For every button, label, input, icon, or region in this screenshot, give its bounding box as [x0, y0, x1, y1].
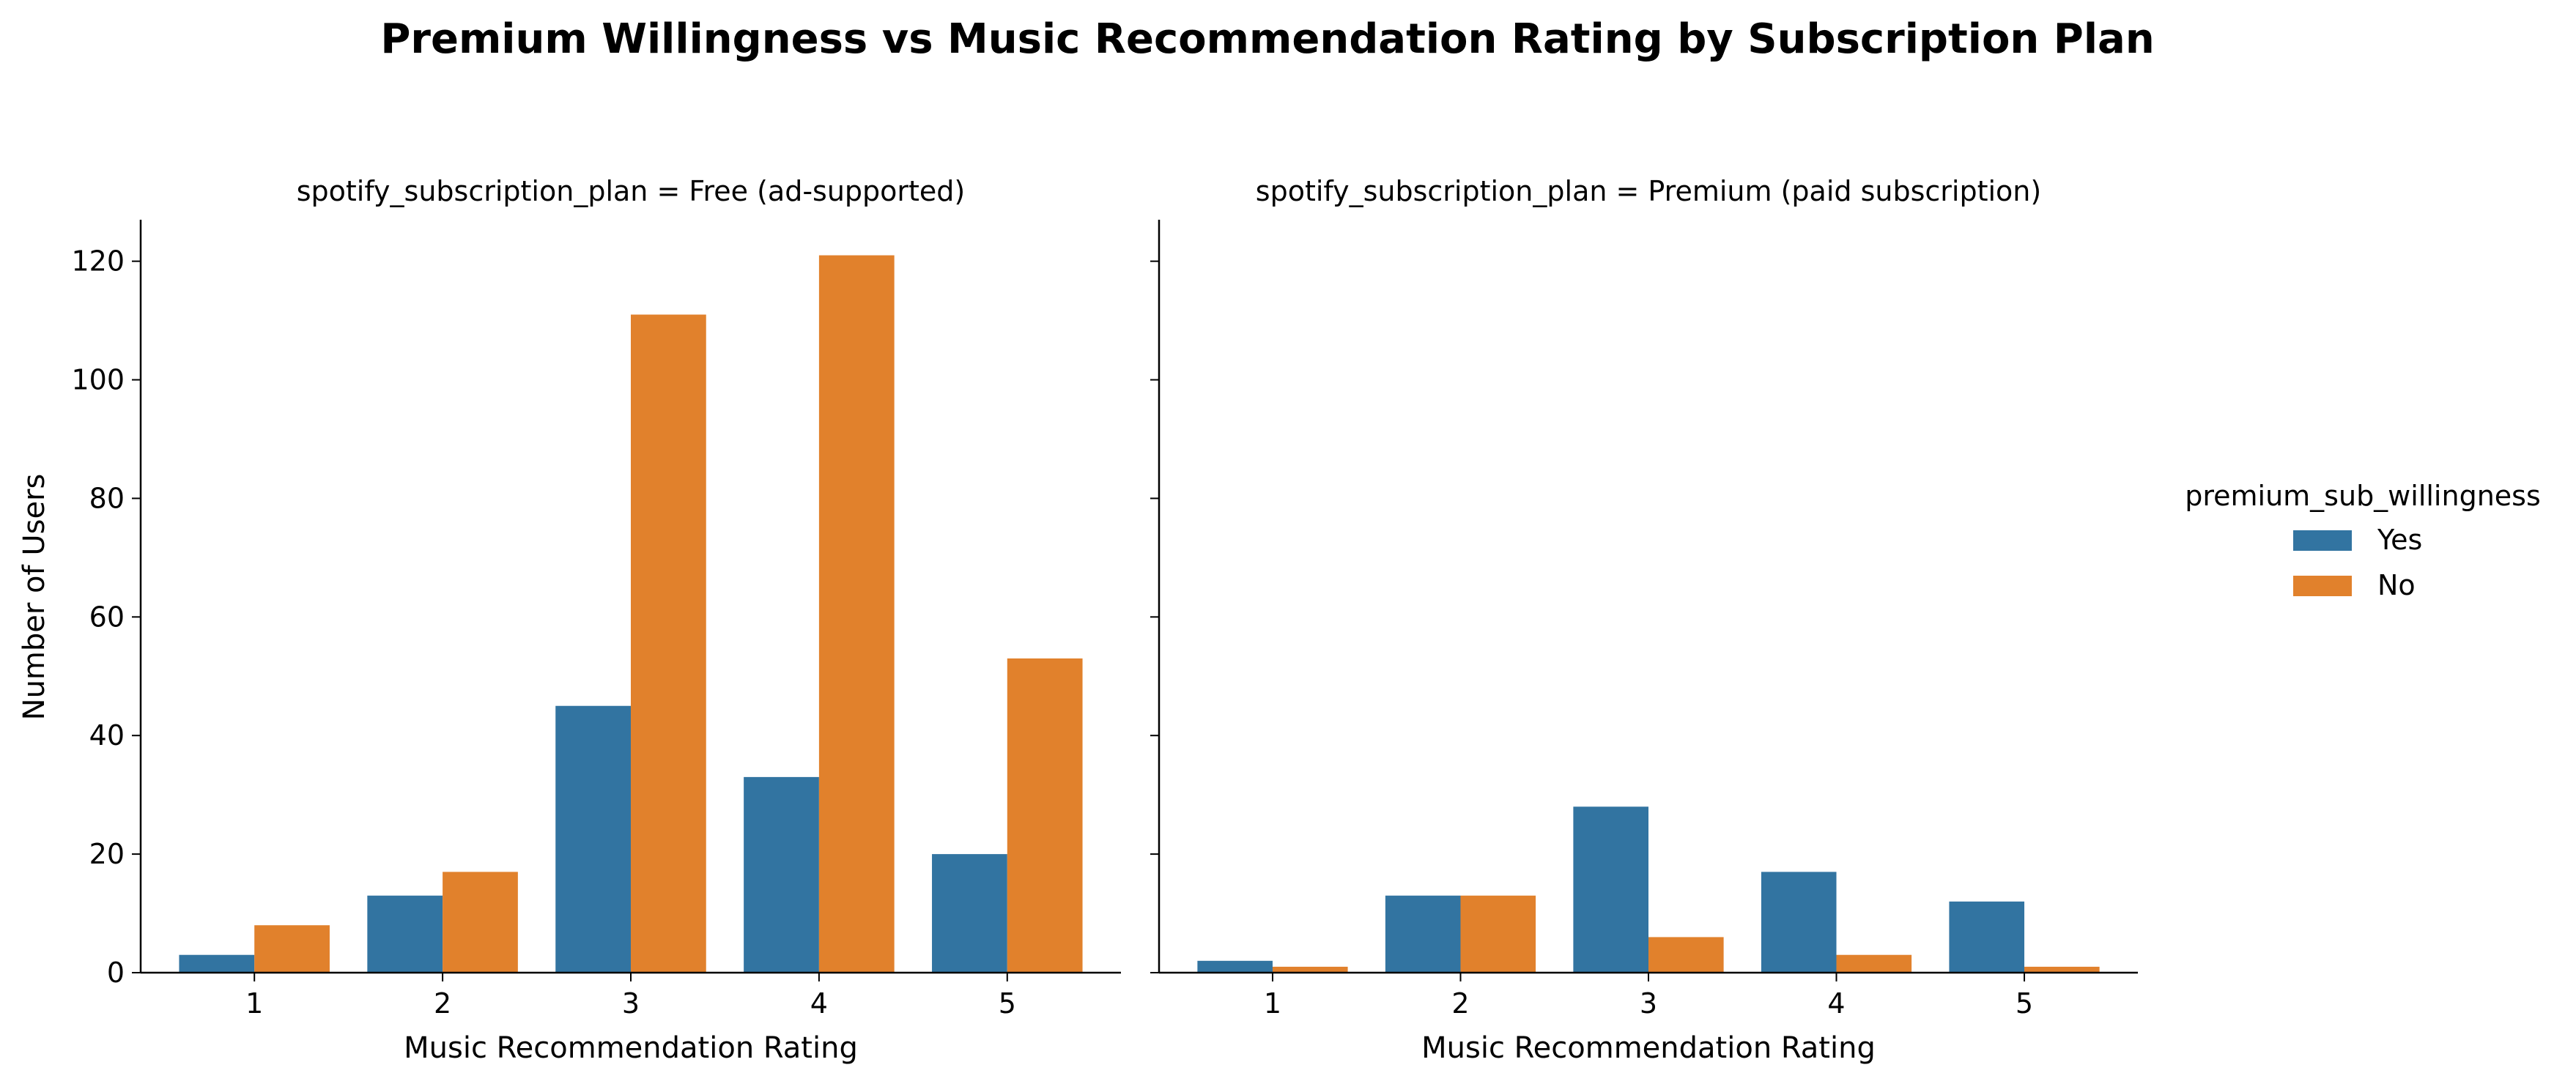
- axes-free: 1 2 3 4 5 0 20 40 60 80 100 120: [71, 220, 1121, 1020]
- x-tick-label-free-4: 4: [810, 987, 828, 1020]
- x-tick-label-free-1: 1: [245, 987, 263, 1020]
- bar-free-yes-3: [555, 705, 631, 973]
- x-tick-label-premium-3: 3: [1640, 987, 1657, 1020]
- bar-free-no-5: [1007, 658, 1083, 973]
- x-tick-label-premium-4: 4: [1827, 987, 1845, 1020]
- legend-label-yes: Yes: [2377, 524, 2422, 556]
- x-tick-label-premium-2: 2: [1451, 987, 1469, 1020]
- y-tick-label-60: 60: [89, 601, 125, 633]
- bar-premium-no-2: [1460, 895, 1536, 973]
- x-axis-label-free: Music Recommendation Rating: [404, 1031, 858, 1065]
- bar-free-no-4: [818, 255, 895, 973]
- bar-free-no-2: [443, 872, 518, 973]
- bar-premium-yes-4: [1761, 872, 1837, 973]
- chart-title: Premium Willingness vs Music Recommendat…: [380, 15, 2154, 63]
- x-tick-label-free-3: 3: [622, 987, 640, 1020]
- bar-free-yes-1: [179, 954, 255, 973]
- facet-panel-free: spotify_subscription_plan = Free (ad-sup…: [71, 175, 1121, 1065]
- bar-premium-no-5: [2024, 966, 2100, 973]
- legend-swatch-yes: [2293, 530, 2352, 551]
- bar-free-no-1: [254, 925, 330, 973]
- bar-free-yes-2: [367, 895, 443, 973]
- bar-free-yes-5: [932, 854, 1007, 973]
- bars-premium: [1197, 806, 2100, 973]
- bars-free: [179, 255, 1083, 973]
- y-tick-label-100: 100: [71, 364, 125, 396]
- facet-title-free: spotify_subscription_plan = Free (ad-sup…: [297, 175, 966, 207]
- x-tick-label-premium-1: 1: [1264, 987, 1281, 1020]
- y-tick-label-0: 0: [107, 957, 125, 989]
- facet-title-premium: spotify_subscription_plan = Premium (pai…: [1256, 175, 2041, 207]
- bar-premium-yes-3: [1573, 806, 1648, 973]
- y-tick-label-80: 80: [89, 482, 125, 514]
- legend-label-no: No: [2377, 569, 2416, 601]
- bar-premium-no-1: [1272, 966, 1348, 973]
- y-tick-label-120: 120: [71, 245, 125, 278]
- y-tick-label-20: 20: [89, 838, 125, 870]
- axes-premium: 1 2 3 4 5: [1150, 220, 2138, 1020]
- bar-premium-yes-5: [1949, 901, 2025, 973]
- x-axis-label-premium: Music Recommendation Rating: [1421, 1031, 1876, 1065]
- y-axis-label: Number of Users: [18, 474, 51, 721]
- legend-swatch-no: [2293, 576, 2352, 596]
- bar-premium-yes-2: [1385, 895, 1461, 973]
- x-tick-label-premium-5: 5: [2016, 987, 2033, 1020]
- bar-free-yes-4: [744, 776, 819, 973]
- bar-premium-yes-1: [1197, 960, 1273, 973]
- facet-panel-premium: spotify_subscription_plan = Premium (pai…: [1150, 175, 2138, 1065]
- x-tick-label-free-2: 2: [434, 987, 451, 1020]
- legend: premium_sub_willingness Yes No: [2185, 480, 2541, 601]
- legend-title: premium_sub_willingness: [2185, 480, 2541, 512]
- y-tick-label-40: 40: [89, 719, 125, 751]
- bar-premium-no-3: [1648, 937, 1724, 973]
- bar-premium-no-4: [1836, 954, 1912, 973]
- x-tick-label-free-5: 5: [999, 987, 1016, 1020]
- bar-free-no-3: [631, 314, 706, 973]
